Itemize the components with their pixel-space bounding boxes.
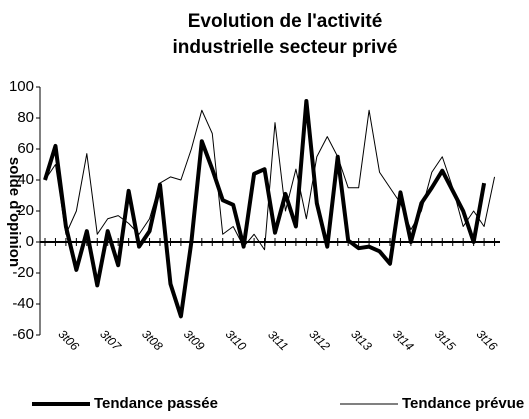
y-tick-label: -60 (12, 326, 34, 343)
legend-label: Tendance prévue (402, 395, 524, 412)
x-tick-label: 3t07 (97, 327, 124, 354)
series-line (44, 109, 496, 251)
x-tick-label: 3t13 (348, 327, 375, 354)
y-tick-label: 0 (26, 233, 34, 250)
x-tick-label: 3t14 (390, 327, 417, 354)
x-tick-label: 3t06 (55, 327, 82, 354)
y-tick-label: 100 (9, 78, 34, 95)
y-tick-label: 20 (17, 202, 34, 219)
y-axis-label: solde d'opinion (6, 157, 23, 267)
chart-title: Evolution de l'activité (188, 11, 383, 32)
legend-label: Tendance passée (94, 395, 218, 412)
y-tick-label: -20 (12, 264, 34, 281)
x-tick-label: 3t08 (139, 327, 166, 354)
chart-title: industrielle secteur privé (173, 37, 398, 58)
y-tick-label: 40 (17, 171, 34, 188)
x-tick-label: 3t11 (265, 328, 291, 354)
y-tick-label: 60 (17, 140, 34, 157)
x-tick-label: 3t16 (474, 327, 501, 354)
x-tick-label: 3t10 (223, 327, 250, 354)
y-tick-label: -40 (12, 295, 34, 312)
x-tick-label: 3t15 (432, 327, 459, 354)
series-line (43, 98, 487, 319)
x-tick-label: 3t12 (306, 327, 333, 354)
x-tick-label: 3t09 (181, 327, 208, 354)
y-tick-label: 80 (17, 109, 34, 126)
